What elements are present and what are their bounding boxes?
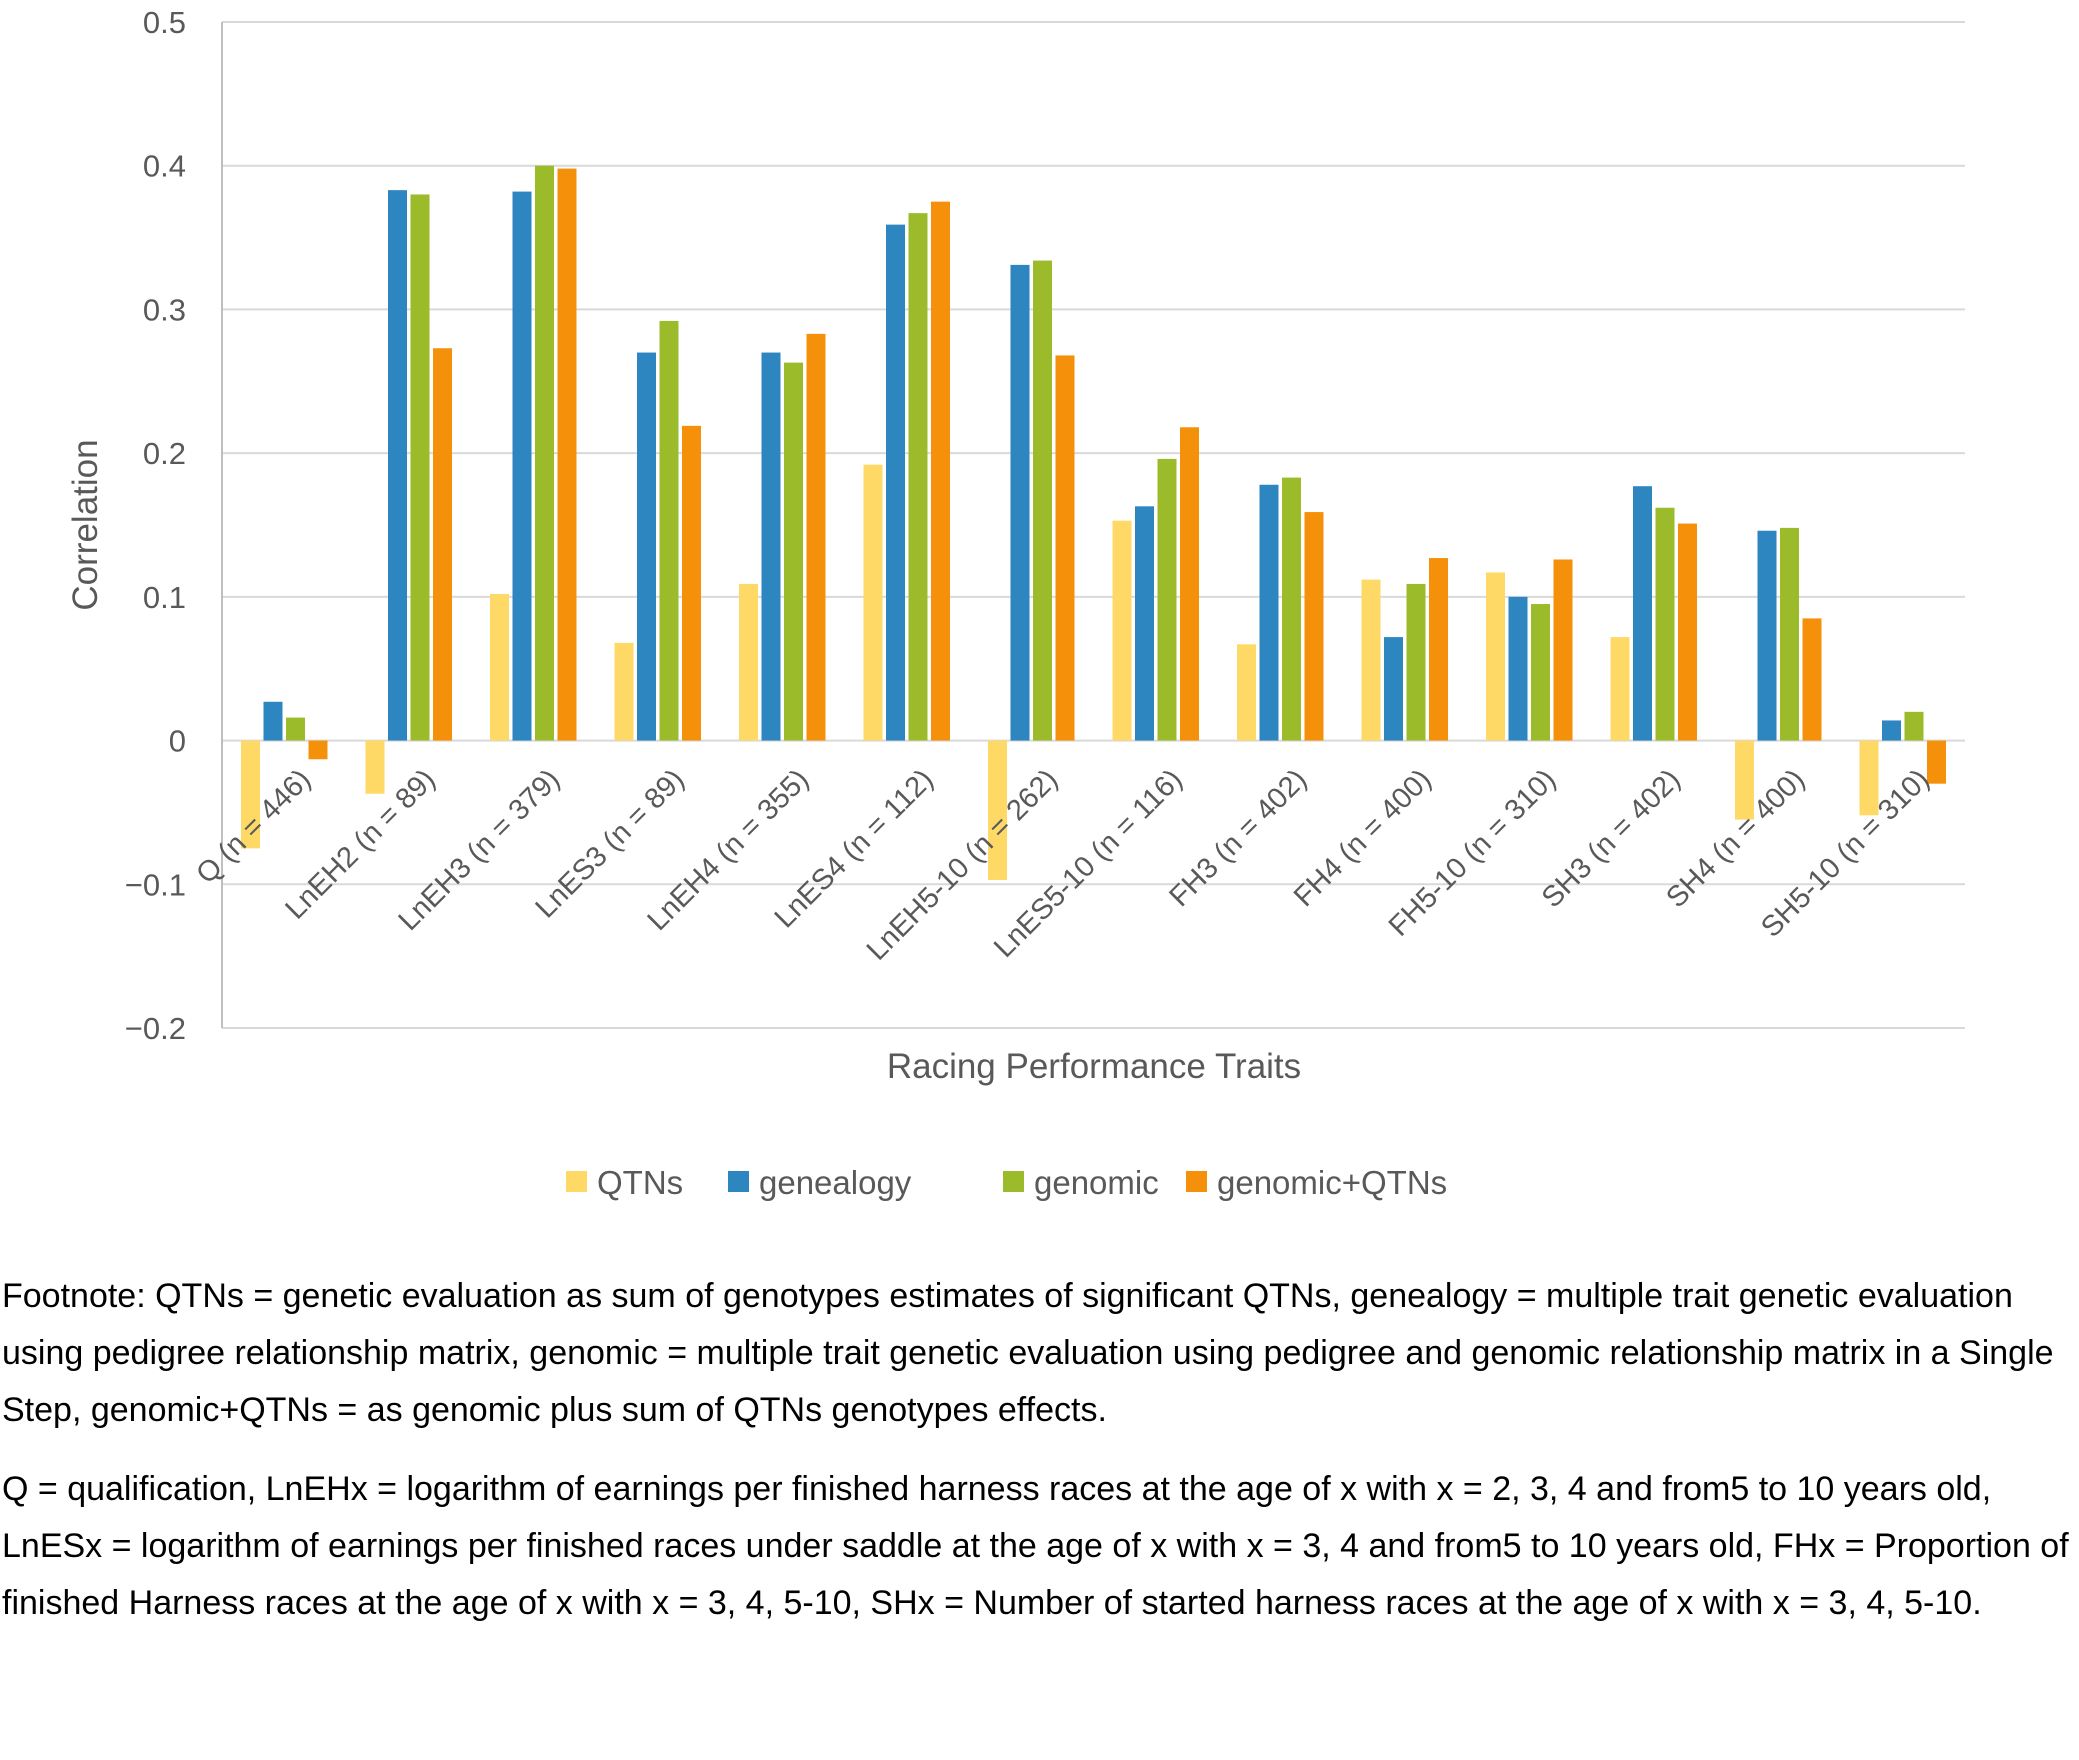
- footnotes: Footnote: QTNs = genetic evaluation as s…: [2, 1268, 2077, 1654]
- bar-qtns-3: [614, 642, 634, 741]
- legend-swatch: [1186, 1171, 1207, 1192]
- bar-qtns-9: [1361, 579, 1381, 741]
- bar-qtns-10: [1486, 572, 1505, 741]
- bar-qtns-0: [241, 740, 260, 849]
- bar-genomic-5: [908, 213, 928, 741]
- bar-genomic-12: [1780, 527, 1799, 741]
- bar-genomic-13: [1904, 711, 1924, 741]
- bar-genomic-qtns-12: [1802, 618, 1822, 741]
- bar-genealogy-12: [1757, 530, 1777, 741]
- bar-genealogy-4: [761, 352, 781, 741]
- bar-chart: 0.5 0.4 0.3 0.2 0.1 0 −0.1 −0.2 Q (n = 446)LnEH…: [66, 5, 1965, 1201]
- bar-genomic-qtns-8: [1304, 512, 1324, 741]
- y-tick-label: 0.3: [143, 292, 186, 327]
- bar-genomic-qtns-3: [682, 425, 701, 741]
- bar-genomic-qtns-6: [1055, 355, 1075, 741]
- bar-genealogy-10: [1508, 596, 1528, 741]
- legend-swatch: [728, 1171, 749, 1192]
- bar-genomic-qtns-11: [1678, 523, 1697, 741]
- x-tick-labels: Q (n = 446)LnEH2 (n = 89)LnEH3 (n = 379)…: [190, 763, 1935, 966]
- bar-genealogy-0: [263, 701, 283, 741]
- bar-genomic-qtns-2: [557, 168, 577, 741]
- bar-qtns-13: [1859, 740, 1879, 816]
- bar-genealogy-8: [1259, 484, 1279, 741]
- y-tick-labels: 0.5 0.4 0.3 0.2 0.1 0 −0.1 −0.2: [125, 5, 186, 1046]
- legend-label: genealogy: [759, 1164, 912, 1201]
- bar-genomic-6: [1033, 260, 1052, 741]
- bar-genealogy-2: [512, 191, 532, 741]
- y-tick-label: 0.2: [143, 436, 186, 471]
- bar-qtns-5: [863, 464, 883, 741]
- bar-qtns-6: [988, 740, 1007, 880]
- bars: [241, 165, 1946, 880]
- y-tick-label: 0.1: [143, 580, 186, 615]
- bar-genomic-8: [1282, 477, 1301, 741]
- bar-qtns-7: [1112, 520, 1132, 741]
- bar-genealogy-5: [886, 224, 905, 741]
- bar-qtns-11: [1610, 637, 1630, 741]
- bar-genomic-9: [1406, 583, 1426, 741]
- bar-genealogy-9: [1384, 637, 1403, 741]
- bar-genomic-qtns-4: [806, 333, 826, 741]
- bar-genealogy-11: [1633, 486, 1652, 741]
- bar-genomic-0: [286, 717, 305, 741]
- footnote-methods: Footnote: QTNs = genetic evaluation as s…: [2, 1277, 2054, 1429]
- y-tick-label: 0: [169, 724, 186, 759]
- bar-genealogy-1: [388, 190, 407, 741]
- bar-genomic-11: [1655, 507, 1675, 741]
- bar-genomic-qtns-9: [1429, 558, 1448, 741]
- bar-genomic-qtns-5: [931, 201, 950, 741]
- x-axis-title: Racing Performance Traits: [887, 1047, 1301, 1086]
- y-tick-label: −0.1: [125, 867, 186, 902]
- bar-genomic-7: [1157, 458, 1177, 741]
- legend-label: genomic: [1034, 1164, 1159, 1201]
- bar-genealogy-7: [1135, 506, 1154, 741]
- legend: QTNs genealogy genomic genomic+QTNs: [566, 1164, 1447, 1201]
- y-tick-label: 0.4: [143, 149, 186, 184]
- bar-qtns-12: [1735, 740, 1754, 820]
- bar-genomic-4: [784, 362, 803, 741]
- bar-genomic-2: [535, 165, 554, 741]
- legend-label: genomic+QTNs: [1217, 1164, 1447, 1201]
- y-tick-label: 0.5: [143, 5, 186, 40]
- y-axis-title: Correlation: [66, 439, 105, 610]
- bar-genomic-qtns-10: [1553, 559, 1573, 741]
- bar-genealogy-6: [1010, 264, 1030, 741]
- bar-qtns-4: [739, 583, 758, 741]
- y-tick-label: −0.2: [125, 1011, 186, 1046]
- bar-qtns-2: [490, 593, 509, 741]
- bar-genomic-qtns-0: [308, 740, 328, 760]
- bar-genomic-qtns-1: [433, 348, 452, 741]
- bar-genomic-1: [410, 194, 430, 741]
- legend-swatch: [1003, 1171, 1024, 1192]
- bar-genomic-qtns-13: [1927, 740, 1946, 784]
- footnote-traits: Q = qualification, LnEHx = logarithm of …: [2, 1470, 2069, 1622]
- bar-genomic-qtns-7: [1180, 427, 1199, 741]
- bar-qtns-8: [1237, 644, 1256, 741]
- legend-swatch: [566, 1171, 587, 1192]
- bar-genomic-10: [1531, 604, 1550, 741]
- bar-genealogy-13: [1882, 720, 1901, 741]
- bar-qtns-1: [365, 740, 385, 794]
- bar-genealogy-3: [637, 352, 656, 741]
- bar-genomic-3: [659, 320, 679, 741]
- legend-label: QTNs: [597, 1164, 683, 1201]
